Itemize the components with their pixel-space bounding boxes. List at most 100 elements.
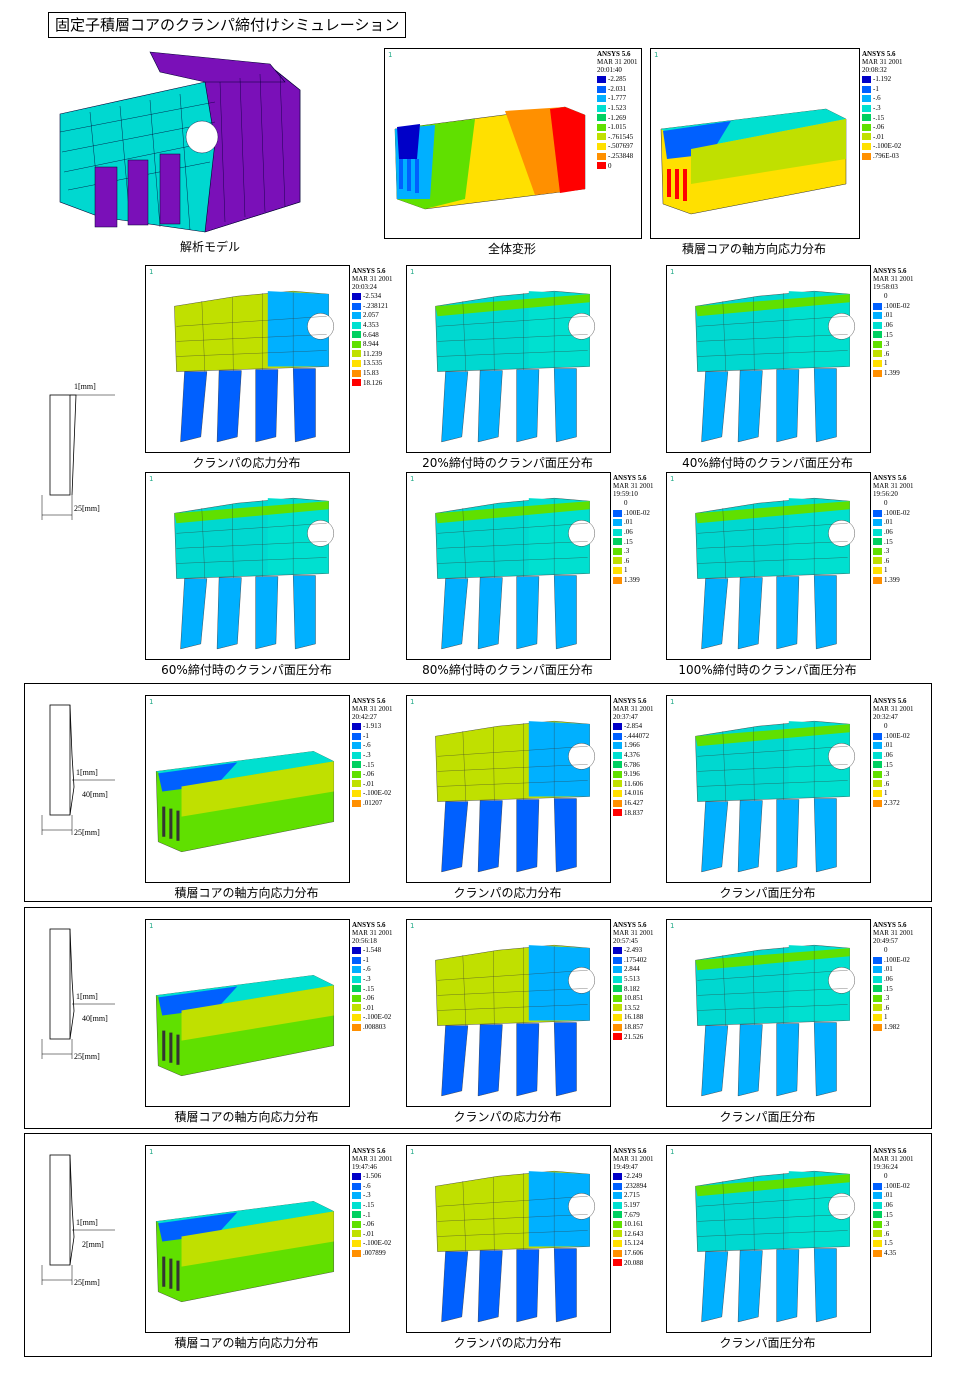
legend-swatch: [352, 292, 361, 300]
result-legend: ANSYS 5.6 MAR 31 2001 20:37:47 -2.854 -.4440…: [613, 697, 653, 818]
legend-row: .06: [873, 320, 913, 330]
section-schematic: [30, 695, 130, 845]
frame-number: 1: [149, 1148, 154, 1156]
legend-row: 0: [613, 499, 653, 509]
legend-value: 2.844: [624, 965, 640, 974]
result-caption: クランパの応力分布: [453, 886, 562, 900]
legend-row: .01: [873, 1191, 913, 1201]
legend-row: .01: [613, 518, 653, 528]
legend-value: .15: [884, 1210, 893, 1219]
legend-value: 15.83: [363, 369, 379, 378]
legend-value: .15: [884, 330, 893, 339]
legend-row: 0: [873, 946, 913, 956]
legend-swatch: [613, 567, 622, 575]
legend-swatch: [873, 1182, 882, 1190]
legend-swatch: [873, 557, 882, 565]
legend-value: .15: [884, 760, 893, 769]
legend-header-line: MAR 31 2001: [862, 58, 903, 67]
legend-row: .100E-02: [613, 508, 653, 518]
legend-row: 15.83: [352, 368, 392, 378]
legend-swatch: [873, 369, 882, 377]
clamp-plot: [695, 290, 855, 443]
legend-row: -1: [352, 731, 392, 741]
legend-header-line: 20:01:40: [597, 66, 622, 75]
legend-row: -1.523: [597, 103, 637, 113]
legend-row: 5.197: [613, 1200, 653, 1210]
legend-value: .100E-02: [884, 955, 910, 964]
result-legend: ANSYS 5.6 MAR 31 2001 20:56:18 -1.548 -1 -.6-…: [352, 921, 392, 1032]
legend-swatch: [873, 360, 882, 368]
legend-header-line: 19:56:20: [873, 490, 898, 499]
legend-swatch: [613, 809, 622, 817]
legend-swatch: [352, 1240, 361, 1248]
legend-swatch: [613, 790, 622, 798]
legend-value: .6: [884, 1229, 890, 1238]
legend-value: 16.427: [624, 799, 644, 808]
legend-swatch: [352, 1172, 361, 1180]
legend-row: .175402: [613, 955, 653, 965]
legend-row: -.15: [352, 760, 392, 770]
legend-row: .100E-02: [873, 508, 913, 518]
legend-value: 16.188: [624, 1013, 644, 1022]
legend-row: -2.285: [597, 75, 637, 85]
legend-header-line: MAR 31 2001: [352, 929, 393, 938]
legend-swatch: [613, 742, 622, 750]
legend-value: .01: [884, 741, 893, 750]
legend-swatch: [613, 1220, 622, 1228]
legend-swatch: [613, 1172, 622, 1180]
legend-value: .100E-02: [624, 508, 650, 517]
legend-swatch: [352, 379, 361, 387]
legend-swatch: [613, 946, 622, 954]
legend-row: -.01: [352, 779, 392, 789]
legend-value: 1.5: [884, 1239, 893, 1248]
result-legend: ANSYS 5.6 MAR 31 2001 19:36:24 0.100E-02.01…: [873, 1147, 913, 1258]
legend-swatch: [597, 104, 606, 112]
legend-row: -2.534: [352, 292, 392, 302]
legend-swatch: [613, 751, 622, 759]
legend-row: -.01: [352, 1003, 392, 1013]
legend-row: 1.399: [873, 575, 913, 585]
legend-header-line: 20:56:18: [352, 937, 377, 946]
legend-swatch: [613, 1192, 622, 1200]
legend-header-line: ANSYS 5.6: [613, 1147, 647, 1155]
legend-header-line: 20:37:47: [613, 713, 638, 722]
legend-swatch: [352, 722, 361, 730]
legend-row: 18.857: [613, 1022, 653, 1032]
result-caption: クランパの応力分布: [192, 456, 301, 470]
legend-row: 13.52: [613, 1003, 653, 1013]
schematic-figure: [41, 394, 115, 520]
legend-swatch: [613, 761, 622, 769]
legend-row: -1.192: [862, 75, 902, 85]
legend-swatch: [613, 1240, 622, 1248]
legend-swatch: [597, 123, 606, 131]
legend-value: -1.192: [873, 75, 892, 84]
legend-row: -.06: [352, 1220, 392, 1230]
legend-header-line: MAR 31 2001: [873, 1155, 914, 1164]
legend-value: 0: [884, 292, 888, 301]
legend-value: -.6: [363, 965, 371, 974]
result-panel: 1: [145, 472, 350, 660]
legend-value: .3: [884, 770, 890, 779]
legend-row: .100E-02: [873, 1181, 913, 1191]
frame-number: 1: [149, 698, 154, 706]
legend-value: 0: [884, 499, 888, 508]
legend-header-line: ANSYS 5.6: [613, 474, 647, 482]
legend-row: 1: [873, 1013, 913, 1023]
legend-header-line: 20:03:24: [352, 283, 377, 292]
legend-value: -2.249: [624, 1172, 643, 1181]
legend-value: -.100E-02: [363, 1013, 392, 1022]
legend-header-line: 19:36:24: [873, 1163, 898, 1172]
legend-header-line: MAR 31 2001: [613, 482, 654, 491]
legend-row: -.6: [862, 94, 902, 104]
legend-swatch: [873, 1004, 882, 1012]
legend-row: -.6: [352, 1181, 392, 1191]
legend-value: -1.777: [608, 94, 627, 103]
legend-row: .3: [873, 1220, 913, 1230]
legend-swatch: [862, 143, 871, 151]
legend-value: -.6: [873, 94, 881, 103]
legend-value: .3: [884, 994, 890, 1003]
legend-row: .6: [873, 1229, 913, 1239]
legend-header-line: 20:08:32: [862, 66, 887, 75]
frame-number: 1: [670, 475, 675, 483]
legend-swatch: [862, 152, 871, 160]
